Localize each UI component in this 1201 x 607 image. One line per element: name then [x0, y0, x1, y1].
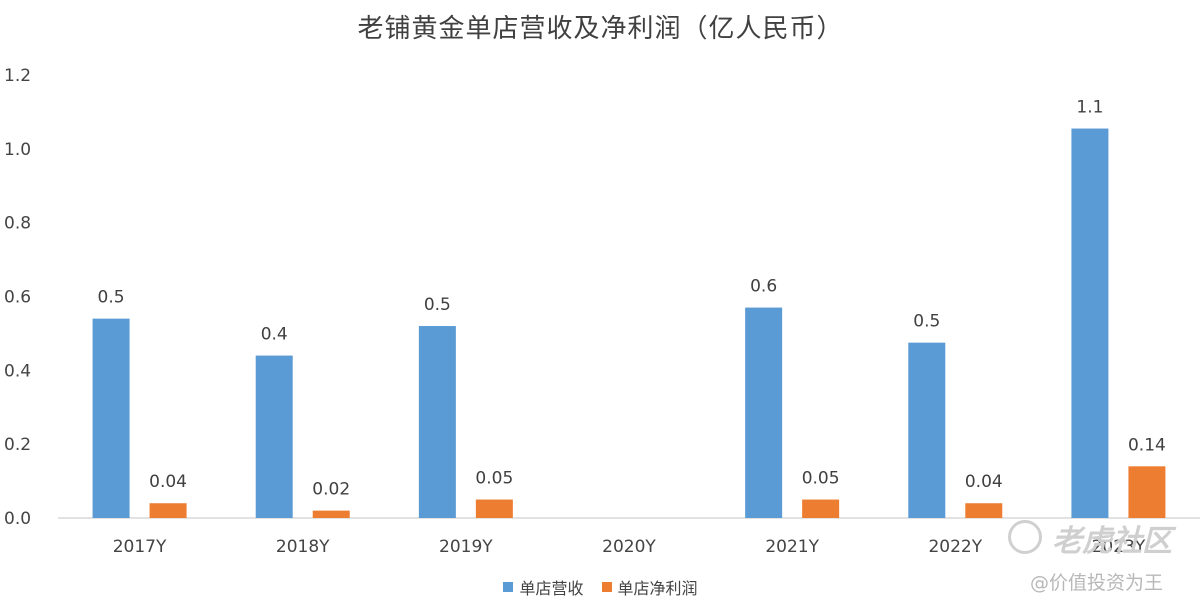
data-label: 0.14	[1128, 435, 1166, 455]
bar-net-profit	[1128, 466, 1166, 518]
y-tick-label: 0.4	[4, 361, 31, 381]
y-tick-label: 1.2	[4, 66, 31, 86]
watermark-logo-icon	[1008, 520, 1042, 554]
watermark-handle: @价值投资为王	[1030, 572, 1164, 594]
data-label: 0.04	[149, 472, 187, 492]
bar-revenue	[745, 307, 783, 518]
x-tick-label: 2018Y	[276, 537, 330, 557]
legend-label-revenue: 单店营收	[519, 579, 584, 598]
data-labels: 0.5 0.04 0.4 0.02 0.5 0.05 0.6 0.05 0.5 0.04 1.1 0.…	[98, 98, 1166, 500]
y-tick-label: 0.0	[4, 509, 31, 529]
data-label: 0.02	[312, 480, 350, 500]
x-tick-label: 2022Y	[928, 537, 982, 557]
legend-item-net-profit[interactable]: 单店净利润	[601, 575, 698, 599]
data-label: 0.5	[424, 295, 451, 315]
watermark: 老虎社区 @价值投资为王	[1004, 516, 1194, 601]
y-tick-label: 0.2	[4, 435, 31, 455]
watermark-brand: 老虎社区	[1052, 524, 1172, 559]
x-tick-label: 2019Y	[439, 537, 493, 557]
data-label: 0.04	[965, 472, 1003, 492]
bar-revenue	[1071, 128, 1109, 518]
x-tick-label: 2017Y	[113, 537, 167, 557]
bar-revenue	[255, 355, 293, 518]
legend-item-revenue[interactable]: 单店营收	[503, 575, 584, 599]
data-label: 0.5	[98, 288, 125, 308]
y-tick-label: 0.6	[4, 288, 31, 308]
legend-label-net-profit: 单店净利润	[617, 579, 698, 598]
data-label: 0.05	[802, 469, 840, 489]
data-label: 0.6	[750, 277, 777, 297]
bar-revenue	[418, 326, 456, 518]
bar-series	[92, 128, 1166, 518]
y-tick-label: 1.0	[4, 140, 31, 160]
bar-net-profit	[149, 503, 187, 518]
bar-revenue	[92, 318, 130, 518]
legend: 单店营收 单店净利润	[0, 575, 1201, 599]
y-axis-ticks: 0.0 0.2 0.4 0.6 0.8 1.0 1.2	[4, 66, 31, 529]
bar-net-profit	[802, 499, 840, 518]
legend-swatch-net-profit	[601, 582, 612, 592]
data-label: 1.1	[1076, 98, 1103, 118]
data-label: 0.4	[261, 325, 288, 345]
x-axis-labels: 2017Y 2018Y 2019Y 2020Y 2021Y 2022Y 2023Y	[113, 537, 1146, 557]
bar-net-profit	[475, 499, 513, 518]
bar-net-profit	[965, 503, 1003, 518]
data-label: 0.05	[475, 469, 513, 489]
chart-title: 老铺黄金单店营收及净利润（亿人民币）	[357, 14, 844, 44]
x-tick-label: 2021Y	[765, 537, 819, 557]
x-tick-label: 2020Y	[602, 537, 656, 557]
bar-revenue	[908, 342, 946, 518]
legend-swatch-revenue	[503, 582, 514, 592]
x-tick-label: 2023Y	[1092, 537, 1146, 557]
bar-net-profit	[312, 510, 350, 518]
data-label: 0.5	[913, 312, 940, 332]
y-tick-label: 0.8	[4, 214, 31, 234]
